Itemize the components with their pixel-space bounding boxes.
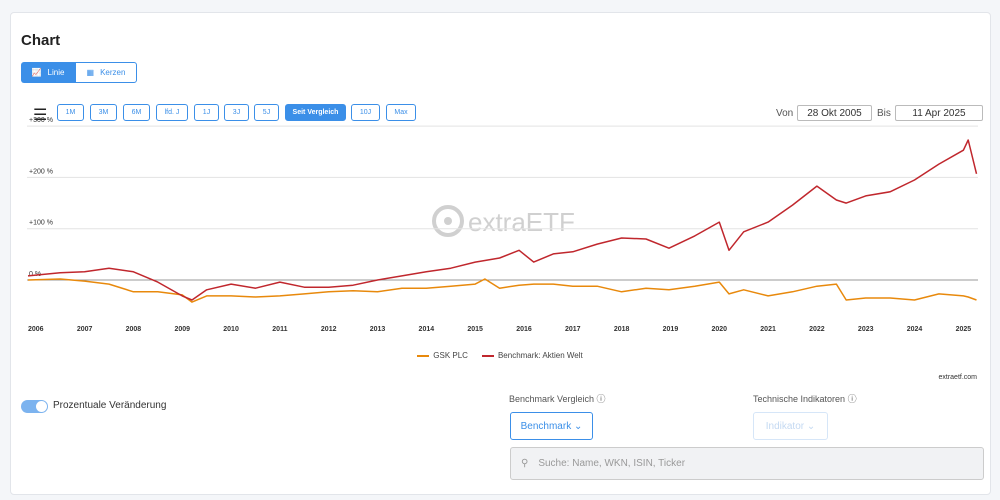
range-button[interactable]: 3J (224, 104, 249, 121)
range-button[interactable]: Seit Vergleich (285, 104, 346, 121)
x-tick-label: 2020 (711, 326, 727, 333)
x-tick-label: 2025 (956, 326, 972, 333)
x-tick-label: 2006 (28, 326, 44, 333)
series-line (27, 139, 978, 301)
search[interactable]: ⚲ Suche: Name, WKN, ISIN, Ticker (510, 447, 984, 480)
x-tick-label: 2022 (809, 326, 825, 333)
x-tick-label: 2015 (467, 326, 483, 333)
y-tick-label: +100 % (29, 220, 53, 227)
watermark: extraETF (468, 207, 575, 237)
range-button[interactable]: 1J (194, 104, 219, 121)
legend: GSK PLC Benchmark: Aktien Welt (0, 351, 1000, 360)
legend-swatch (481, 354, 494, 357)
percent-switch[interactable] (21, 400, 48, 413)
range-button[interactable]: 5J (254, 104, 279, 121)
watermark-icon (432, 205, 464, 237)
menu-icon[interactable]: ☰ (33, 107, 48, 124)
label: Benchmark Vergleich (509, 394, 595, 404)
legend-item[interactable]: Benchmark: Aktien Welt (481, 351, 583, 360)
benchmark-label: Benchmark Vergleich ⓘ (509, 394, 606, 404)
y-tick-label: +200 % (29, 168, 53, 175)
label: Benchmark (520, 420, 572, 432)
indicator-button[interactable]: Indikator ⌄ (753, 412, 828, 440)
watermark-icon (444, 217, 452, 225)
label: Kerzen (100, 68, 126, 77)
range-button[interactable]: Max (386, 104, 416, 121)
x-tick-label: 2019 (663, 326, 679, 333)
x-tick-label: 2023 (858, 326, 874, 333)
label: Technische Indikatoren (753, 394, 846, 404)
legend-swatch (417, 354, 430, 357)
x-tick-label: 2010 (223, 326, 239, 333)
label: Indikator (765, 420, 805, 432)
to-input[interactable]: 11 Apr 2025 (895, 105, 983, 121)
line-toggle[interactable]: 📈 Linie (21, 62, 75, 83)
x-tick-label: 2009 (174, 326, 190, 333)
label: Linie (47, 68, 65, 77)
x-tick-label: 2024 (907, 326, 923, 333)
source: extraetf.com (938, 374, 977, 381)
candle-toggle[interactable]: ▦ Kerzen (75, 62, 137, 83)
legend-label: GSK PLC (433, 351, 468, 360)
percent-label: Prozentuale Veränderung (53, 400, 167, 411)
benchmark-button[interactable]: Benchmark ⌄ (510, 412, 593, 440)
x-tick-label: 2012 (321, 326, 337, 333)
x-tick-label: 2021 (760, 326, 776, 333)
range-button[interactable]: lfd. J (156, 104, 188, 121)
y-tick-label: +300 % (29, 117, 53, 124)
x-tick-label: 2014 (419, 326, 435, 333)
legend-label: Benchmark: Aktien Welt (497, 351, 583, 360)
from-input[interactable]: 28 Okt 2005 (797, 105, 872, 121)
x-tick-label: 2017 (565, 326, 581, 333)
legend-item[interactable]: GSK PLC (417, 351, 468, 360)
series-line (27, 278, 977, 303)
x-tick-label: 2007 (77, 326, 93, 333)
x-tick-label: 2013 (370, 326, 386, 333)
chart: extraETF extraetf.com +300 % +200 % +100 %… (27, 117, 978, 381)
range-button[interactable]: 6M (123, 104, 150, 121)
x-tick-label: 2011 (272, 326, 287, 333)
title: Chart (21, 32, 61, 49)
x-tick-label: 2016 (516, 326, 532, 333)
x-tick-label: 2008 (126, 326, 142, 333)
x-tick-label: 2018 (614, 326, 630, 333)
placeholder: Suche: Name, WKN, ISIN, Ticker (538, 458, 686, 469)
from-label: Von (776, 108, 794, 119)
to-label: Bis (877, 108, 891, 119)
range-button[interactable]: 3M (90, 104, 117, 121)
indicator-label: Technische Indikatoren ⓘ (753, 394, 857, 404)
range-button[interactable]: 10J (351, 104, 380, 121)
range-button[interactable]: 1M (57, 104, 84, 121)
